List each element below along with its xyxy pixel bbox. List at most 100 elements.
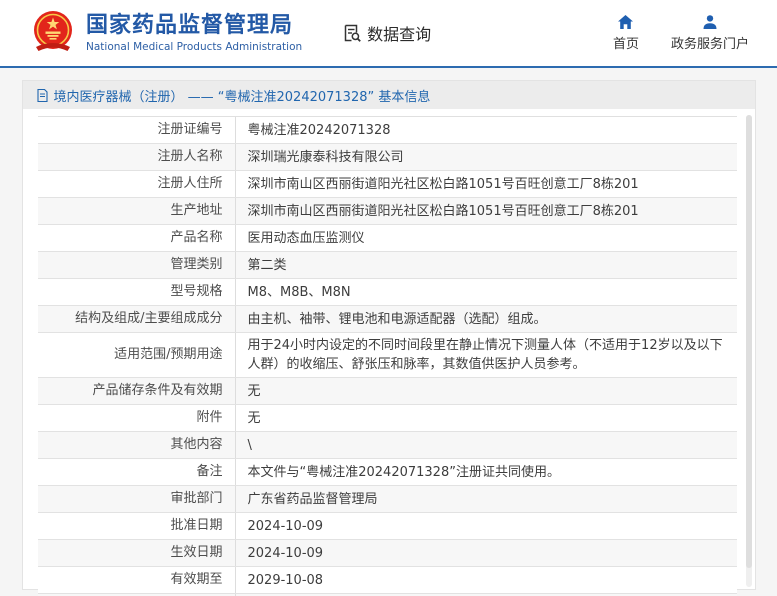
row-value: 无	[236, 405, 737, 431]
table-row: 生产地址 深圳市南山区西丽街道阳光社区松白路1051号百旺创意工厂8栋201	[37, 198, 737, 225]
table-row: 注册人名称 深圳瑞光康泰科技有限公司	[37, 144, 737, 171]
row-value: 粤械注准20242071328	[236, 117, 737, 143]
site-logo[interactable]: 国家药品监督管理局 National Medical Products Admi…	[30, 9, 302, 57]
nav-home-label: 首页	[612, 37, 639, 52]
row-label: 注册证编号	[38, 117, 236, 143]
row-value-text: 第二类	[247, 257, 287, 273]
row-value: M8、M8B、M8N	[236, 279, 737, 305]
table-row: 其他内容 \	[37, 432, 737, 459]
row-label-text: 注册证编号	[157, 122, 223, 137]
row-value-text: 无	[247, 383, 261, 399]
row-value-text: M8、M8B、M8N	[247, 284, 351, 300]
user-icon	[703, 15, 717, 29]
row-label-text: 生效日期	[170, 545, 223, 560]
data-query-nav[interactable]: 数据查询	[342, 21, 431, 45]
row-value: \	[236, 432, 737, 458]
row-label-text: 批准日期	[170, 518, 223, 533]
site-header: 国家药品监督管理局 National Medical Products Admi…	[0, 0, 777, 68]
document-icon	[36, 89, 48, 102]
row-value: 医用动态血压监测仪	[236, 225, 737, 251]
site-title-en: National Medical Products Administration	[86, 40, 303, 53]
row-label: 批准日期	[38, 513, 236, 539]
row-value: 由主机、袖带、锂电池和电源适配器（选配）组成。	[236, 306, 737, 332]
info-table: 注册证编号 粤械注准20242071328 注册人名称 深圳瑞光康泰科技有限公司 注册人…	[37, 116, 737, 596]
table-row: 有效期至 2029-10-08	[37, 567, 737, 594]
row-label: 审批部门	[38, 486, 236, 512]
row-value: 2024-10-09	[236, 513, 737, 539]
row-label-text: 适用范围/预期用途	[114, 347, 223, 362]
row-value: 2029-10-08	[236, 567, 737, 593]
document-search-icon	[344, 24, 362, 42]
table-row: 审批部门 广东省药品监督管理局	[37, 486, 737, 513]
row-value-text: 2029-10-08	[247, 572, 324, 588]
row-value: 第二类	[236, 252, 737, 278]
table-row: 结构及组成/主要组成成分 由主机、袖带、锂电池和电源适配器（选配）组成。	[37, 306, 737, 333]
table-row: 批准日期 2024-10-09	[37, 513, 737, 540]
table-row: 产品储存条件及有效期 无	[37, 378, 737, 405]
row-value-text: \	[247, 437, 252, 453]
row-label-text: 备注	[196, 464, 223, 479]
table-row: 产品名称 医用动态血压监测仪	[37, 225, 737, 252]
row-label: 型号规格	[38, 279, 236, 305]
row-label-text: 生产地址	[170, 203, 223, 218]
row-label: 生效日期	[38, 540, 236, 566]
row-label-text: 型号规格	[170, 284, 223, 299]
nav-home[interactable]: 首页	[613, 14, 639, 52]
card-title-bar: 境内医疗器械（注册） —— “粤械注准20242071328” 基本信息	[22, 81, 755, 109]
row-value-text: 无	[247, 410, 261, 426]
row-value-text: 深圳市南山区西丽街道阳光社区松白路1051号百旺创意工厂8栋201	[247, 176, 639, 192]
row-label-text: 产品储存条件及有效期	[92, 383, 223, 398]
row-label-text: 有效期至	[170, 572, 223, 587]
page-title: 境内医疗器械（注册） —— “粤械注准20242071328” 基本信息	[53, 89, 431, 105]
row-label: 附件	[38, 405, 236, 431]
row-value-text: 2024-10-09	[247, 545, 324, 561]
row-value: 用于24小时内设定的不同时间段里在静止情况下测量人体（不适用于12岁以及以下人群…	[236, 333, 737, 377]
table-row: 附件 无	[37, 405, 737, 432]
row-value: 无	[236, 378, 737, 404]
row-value-text: 由主机、袖带、锂电池和电源适配器（选配）组成。	[247, 311, 547, 327]
table-row: 注册人住所 深圳市南山区西丽街道阳光社区松白路1051号百旺创意工厂8栋201	[37, 171, 737, 198]
nav-gov-portal[interactable]: 政务服务门户	[671, 14, 749, 52]
row-label-text: 管理类别	[170, 257, 223, 272]
row-value-text: 本文件与“粤械注准20242071328”注册证共同使用。	[247, 464, 560, 480]
table-row: 备注 本文件与“粤械注准20242071328”注册证共同使用。	[37, 459, 737, 486]
header-nav: 首页 政务服务门户	[613, 14, 749, 52]
row-label: 产品储存条件及有效期	[38, 378, 236, 404]
row-value-text: 深圳市南山区西丽街道阳光社区松白路1051号百旺创意工厂8栋201	[247, 203, 639, 219]
site-title-zh: 国家药品监督管理局	[86, 13, 294, 39]
scrollbar-thumb[interactable]	[745, 115, 752, 569]
row-value-text: 广东省药品监督管理局	[247, 491, 378, 507]
row-label: 注册人名称	[38, 144, 236, 170]
row-value-text: 医用动态血压监测仪	[247, 230, 365, 246]
table-row: 型号规格 M8、M8B、M8N	[37, 279, 737, 306]
row-value: 本文件与“粤械注准20242071328”注册证共同使用。	[236, 459, 737, 485]
row-label: 其他内容	[38, 432, 236, 458]
row-label-text: 产品名称	[170, 230, 223, 245]
vertical-scrollbar[interactable]	[745, 115, 752, 587]
row-label: 变更情况	[38, 594, 236, 596]
row-value-text: 深圳瑞光康泰科技有限公司	[247, 149, 404, 165]
row-label: 有效期至	[38, 567, 236, 593]
row-value: 深圳市南山区西丽街道阳光社区松白路1051号百旺创意工厂8栋201	[236, 198, 737, 224]
row-value: 深圳瑞光康泰科技有限公司	[236, 144, 737, 170]
page-area: 境内医疗器械（注册） —— “粤械注准20242071328” 基本信息 注册证…	[0, 68, 777, 596]
detail-card: 境内医疗器械（注册） —— “粤械注准20242071328” 基本信息 注册证…	[21, 80, 756, 596]
data-query-label: 数据查询	[367, 25, 432, 44]
row-value: 2024-10-09	[236, 540, 737, 566]
row-label-text: 审批部门	[170, 491, 223, 506]
row-value-text: 2024-10-09	[247, 518, 324, 534]
row-label-text: 其他内容	[170, 437, 223, 452]
row-value-text: 粤械注准20242071328	[247, 122, 391, 138]
row-label-text: 附件	[196, 410, 223, 425]
table-row: 注册证编号 粤械注准20242071328	[37, 117, 737, 144]
table-row: 生效日期 2024-10-09	[37, 540, 737, 567]
row-label: 生产地址	[38, 198, 236, 224]
row-label-text: 注册人住所	[157, 176, 223, 191]
row-label-text: 结构及组成/主要组成成分	[75, 311, 223, 326]
nav-gov-portal-label: 政务服务门户	[670, 37, 749, 52]
row-label: 结构及组成/主要组成成分	[38, 306, 236, 332]
row-label: 产品名称	[38, 225, 236, 251]
row-value: 深圳市南山区西丽街道阳光社区松白路1051号百旺创意工厂8栋201	[236, 171, 737, 197]
row-value-text: 用于24小时内设定的不同时间段里在静止情况下测量人体（不适用于12岁以及以下人群…	[247, 338, 723, 372]
table-row: 管理类别 第二类	[37, 252, 737, 279]
